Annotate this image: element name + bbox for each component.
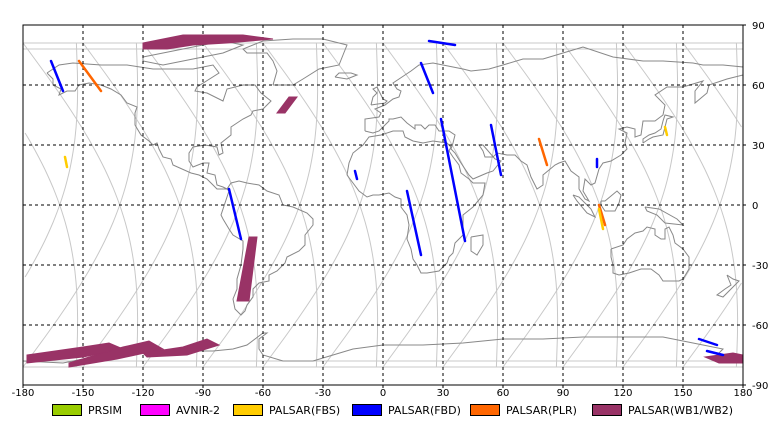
swath-wide: [141, 338, 221, 358]
legend: PRSIM AVNIR-2 PALSAR(FBS) PALSAR(FBD) PALSAR…: [0, 399, 770, 421]
y-tick-label: -60: [752, 321, 768, 332]
swath-strip: [427, 39, 457, 47]
y-tick-label: 0: [752, 201, 758, 212]
legend-swatch: [140, 404, 170, 416]
coastline: [220, 180, 314, 316]
x-tick-label: 0: [380, 388, 386, 399]
x-tick-label: -120: [132, 388, 155, 399]
x-tick-label: -60: [255, 388, 271, 399]
swath-strip: [353, 169, 359, 181]
swath-strip: [697, 337, 719, 347]
swath-strip: [705, 349, 725, 357]
observation-swaths: [26, 34, 744, 368]
x-tick-label: 150: [673, 388, 692, 399]
swath-strip: [77, 59, 103, 93]
coastline: [470, 234, 484, 256]
coastline: [644, 206, 685, 226]
coastline: [715, 274, 740, 298]
legend-label: PALSAR(PLR): [506, 403, 577, 417]
legend-item: PALSAR(WB1/WB2): [592, 402, 733, 418]
swath-strip: [419, 61, 435, 95]
coastline: [142, 40, 245, 66]
coastline: [46, 62, 272, 190]
y-tick-label: -30: [752, 261, 768, 272]
legend-label: PALSAR(WB1/WB2): [628, 403, 734, 417]
y-tick-label: -90: [752, 381, 768, 392]
swath-strip: [537, 137, 549, 167]
swath-strip: [489, 123, 503, 177]
grid-lines: [23, 25, 743, 385]
swath-wide: [236, 236, 258, 302]
coastline: [642, 114, 675, 144]
orbit-track: [24, 42, 79, 278]
x-tick-label: 180: [733, 388, 752, 399]
x-tick-label: 120: [613, 388, 632, 399]
x-tick-label: -30: [315, 388, 331, 399]
legend-item: PRSIM: [52, 402, 122, 418]
swath-strip: [597, 207, 605, 231]
coastline: [334, 72, 359, 80]
legend-swatch: [233, 404, 263, 416]
legend-label: PALSAR(FBD): [388, 403, 461, 417]
swath-wide: [142, 34, 274, 50]
swath-strip: [227, 187, 243, 241]
y-tick-labels: 90 60 30 0 -30 -60 -90: [743, 21, 768, 392]
y-tick-label: 90: [752, 21, 765, 32]
legend-swatch: [52, 404, 82, 416]
legend-label: PALSAR(FBS): [269, 403, 341, 417]
legend-label: AVNIR-2: [176, 403, 220, 417]
legend-item: PALSAR(PLR): [470, 402, 577, 418]
x-tick-label: 60: [497, 388, 510, 399]
swath-strip: [439, 117, 467, 243]
x-tick-label: -90: [195, 388, 211, 399]
legend-label: PRSIM: [88, 403, 122, 417]
coastline: [370, 86, 388, 106]
x-tick-labels: -180 -150 -120 -90 -60 -30 0 30 60 90 120 150 180: [12, 385, 753, 399]
swath-strip: [49, 59, 65, 93]
coastline: [610, 226, 690, 282]
swath-strip: [405, 189, 423, 257]
legend-item: PALSAR(FBD): [352, 402, 461, 418]
swath-strip: [63, 155, 69, 169]
y-tick-label: 30: [752, 141, 765, 152]
x-tick-label: 90: [557, 388, 570, 399]
swath-wide: [68, 340, 165, 368]
coastline: [346, 130, 486, 274]
legend-item: AVNIR-2: [140, 402, 220, 418]
legend-item: PALSAR(FBS): [233, 402, 340, 418]
legend-swatch: [470, 404, 500, 416]
coastline: [242, 38, 348, 86]
legend-swatch: [592, 404, 622, 416]
coastline: [600, 190, 622, 212]
legend-swatch: [352, 404, 382, 416]
orbit-track: [24, 132, 79, 368]
swath-wide: [276, 96, 298, 114]
y-tick-label: 60: [752, 81, 765, 92]
coastline: [364, 46, 744, 203]
x-tick-label: 30: [437, 388, 450, 399]
x-tick-label: -180: [12, 388, 35, 399]
swath-strip: [663, 125, 669, 137]
x-tick-label: -150: [72, 388, 95, 399]
coastline: [572, 194, 597, 219]
